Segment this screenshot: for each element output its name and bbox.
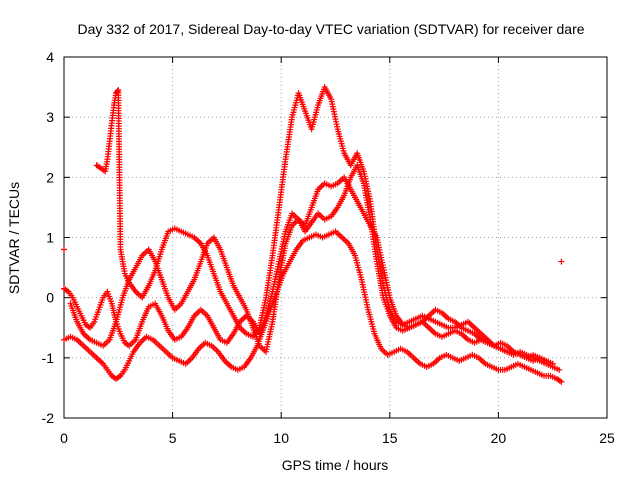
chart-title: Day 332 of 2017, Sidereal Day-to-day VTE… [77,21,584,37]
data-points [61,84,565,385]
data-point [558,258,565,265]
x-tick-label: 15 [382,430,398,446]
series-track-a [61,228,565,385]
y-tick-label: -2 [42,410,55,426]
x-tick-label: 10 [273,430,289,446]
series-track-d [67,162,556,367]
data-point [556,366,563,373]
data-point [549,360,556,367]
series-isolated [61,246,565,265]
grid-lines [64,57,607,418]
x-tick-label: 25 [599,430,615,446]
x-axis-label: GPS time / hours [282,457,389,473]
y-tick-label: 3 [46,109,54,125]
axis-ticks: 0 5 10 15 20 25 -2 -1 0 1 2 3 4 [42,49,615,446]
y-axis-label: SDTVAR / TECUs [6,182,22,294]
data-point [558,378,565,385]
x-tick-label: 0 [60,430,68,446]
y-tick-label: 0 [46,290,54,306]
y-tick-label: 1 [46,230,54,246]
data-point [61,246,67,253]
x-tick-label: 20 [491,430,507,446]
y-tick-label: 4 [46,49,54,65]
y-tick-label: 2 [46,169,54,185]
y-tick-label: -1 [42,350,55,366]
x-tick-label: 5 [169,430,177,446]
